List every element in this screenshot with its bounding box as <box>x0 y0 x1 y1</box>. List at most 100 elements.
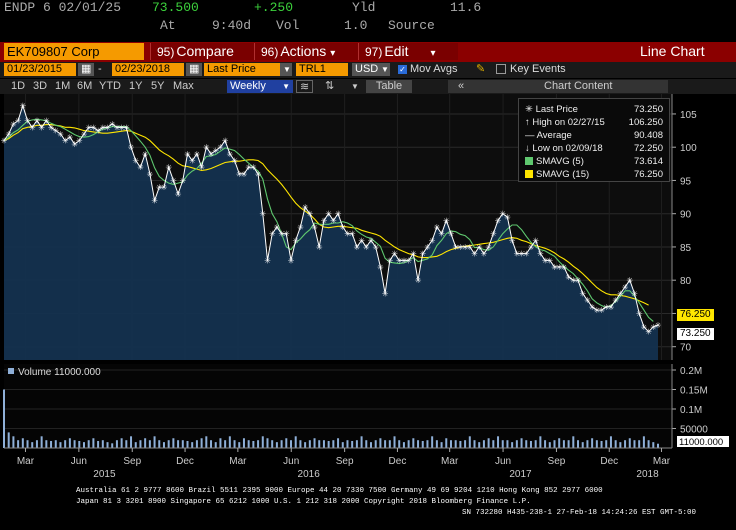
double-chevron-left-icon[interactable]: « <box>458 80 465 92</box>
price-point: ✳ <box>104 123 111 132</box>
price-point: ✳ <box>438 230 445 239</box>
year-label: 2016 <box>298 469 321 480</box>
price-point: ✳ <box>448 230 455 239</box>
price-point: ✳ <box>99 123 106 132</box>
legend-sma5-value: 73.614 <box>633 156 663 167</box>
volume-bar <box>261 436 264 448</box>
price-point: ✳ <box>452 243 459 252</box>
volume-bar <box>341 442 344 448</box>
calendar-icon[interactable]: ▦ <box>186 63 202 76</box>
volume-value: 1.0 <box>344 18 368 33</box>
price-point: ✳ <box>151 196 158 205</box>
price-point: ✳ <box>490 230 497 239</box>
calendar-icon[interactable]: ▦ <box>78 63 94 76</box>
price-point: ✳ <box>283 230 290 239</box>
time-value: 9:40d <box>212 18 252 33</box>
period-ytd[interactable]: YTD <box>99 80 121 92</box>
period-3d[interactable]: 3D <box>33 80 48 92</box>
price-point: ✳ <box>636 309 643 318</box>
price-point: ✳ <box>278 230 285 239</box>
price-point: ✳ <box>443 216 450 225</box>
end-date-field[interactable]: 02/23/2018 <box>112 63 184 76</box>
volume-legend-label: Volume 11000.000 <box>18 367 101 378</box>
volume-bar <box>285 438 288 448</box>
volume-bar <box>388 440 391 448</box>
start-date-field[interactable]: 01/23/2015 <box>4 63 76 76</box>
volume-bar <box>586 440 589 448</box>
ticker-field[interactable]: EK709807 Corp <box>4 43 144 60</box>
key-events-checkbox[interactable]: Key Events <box>496 63 566 76</box>
price-point: ✳ <box>532 236 539 245</box>
volume-tag-bg <box>677 436 729 447</box>
chevron-down-icon[interactable]: ▼ <box>280 63 292 76</box>
period-1d[interactable]: 1D <box>11 80 26 92</box>
chevron-down-icon[interactable]: ▼ <box>378 63 390 76</box>
mov-avgs-checkbox[interactable]: ✓ Mov Avgs <box>398 63 458 76</box>
table-button[interactable]: Table <box>366 80 412 93</box>
line-style-icon[interactable]: ≋ <box>296 80 314 93</box>
price-point: ✳ <box>608 303 615 312</box>
volume-bar <box>642 436 645 448</box>
period-1y[interactable]: 1Y <box>129 80 143 92</box>
legend-average-label: Average <box>536 130 572 141</box>
price-point: ✳ <box>85 123 92 132</box>
volume-bar <box>177 440 180 448</box>
volume-bar <box>304 442 307 448</box>
sma15-swatch <box>525 170 533 179</box>
yield-label: Yld <box>352 0 376 15</box>
volume-bar <box>605 440 608 448</box>
price-point: ✳ <box>617 290 624 299</box>
price-point: ✳ <box>377 263 384 272</box>
chevron-down-icon[interactable]: ▼ <box>351 82 359 91</box>
volume-bar <box>195 440 198 448</box>
volume-bar <box>534 440 537 448</box>
legend-sma5-label: SMAVG (5) <box>536 156 584 167</box>
volume-bar <box>369 442 372 448</box>
volume-bar <box>106 442 109 448</box>
period-1m[interactable]: 1M <box>55 80 71 92</box>
price-point: ✳ <box>622 283 629 292</box>
compare-button[interactable]: 95) Compare <box>150 43 254 60</box>
volume-bar <box>54 440 57 448</box>
legend-last-price-value: 73.250 <box>633 104 663 115</box>
price-point: ✳ <box>184 150 191 159</box>
x-tick-label: Sep <box>123 456 141 467</box>
price-point: ✳ <box>466 243 473 252</box>
arrow-down-icon: ↓ <box>525 143 530 154</box>
volume-bar <box>501 440 504 448</box>
chart-content-bar[interactable]: « Chart Content <box>448 80 668 93</box>
y-tick-label: 80 <box>680 276 692 287</box>
trl-field[interactable]: TRL1 <box>296 63 348 76</box>
price-point: ✳ <box>457 243 464 252</box>
volume-bar <box>332 440 335 448</box>
price-point: ✳ <box>523 250 530 259</box>
price-point: ✳ <box>43 117 50 126</box>
price-point: ✳ <box>118 123 125 132</box>
period-max[interactable]: Max <box>173 80 194 92</box>
price-point: ✳ <box>52 127 59 136</box>
currency-field[interactable]: USD <box>352 63 378 76</box>
price-point: ✳ <box>354 243 361 252</box>
edit-button[interactable]: 97) Edit ▾ <box>358 43 458 60</box>
price-point: ✳ <box>372 243 379 252</box>
price-point: ✳ <box>297 223 304 232</box>
actions-button[interactable]: 96) Actions ▾ <box>254 43 358 60</box>
period-5y[interactable]: 5Y <box>151 80 165 92</box>
volume-bar <box>294 436 297 448</box>
checkbox-checked-icon: ✓ <box>398 65 407 74</box>
crosshair-icon[interactable]: ⇅ <box>325 80 335 92</box>
volume-y-tick-label: 0.15M <box>680 386 708 397</box>
pencil-icon[interactable]: ✎ <box>476 63 486 75</box>
volume-bar <box>638 440 641 448</box>
volume-bar <box>228 436 231 448</box>
price-point: ✳ <box>311 223 318 232</box>
price-point: ✳ <box>29 123 36 132</box>
frequency-select[interactable]: Weekly ▼ <box>227 80 293 93</box>
period-6m[interactable]: 6M <box>77 80 93 92</box>
price-point: ✳ <box>631 290 638 299</box>
volume-bar <box>539 436 542 448</box>
price-point: ✳ <box>551 263 558 272</box>
volume-bar <box>12 436 15 448</box>
field-select[interactable]: Last Price <box>204 63 280 76</box>
volume-bar <box>78 440 81 448</box>
